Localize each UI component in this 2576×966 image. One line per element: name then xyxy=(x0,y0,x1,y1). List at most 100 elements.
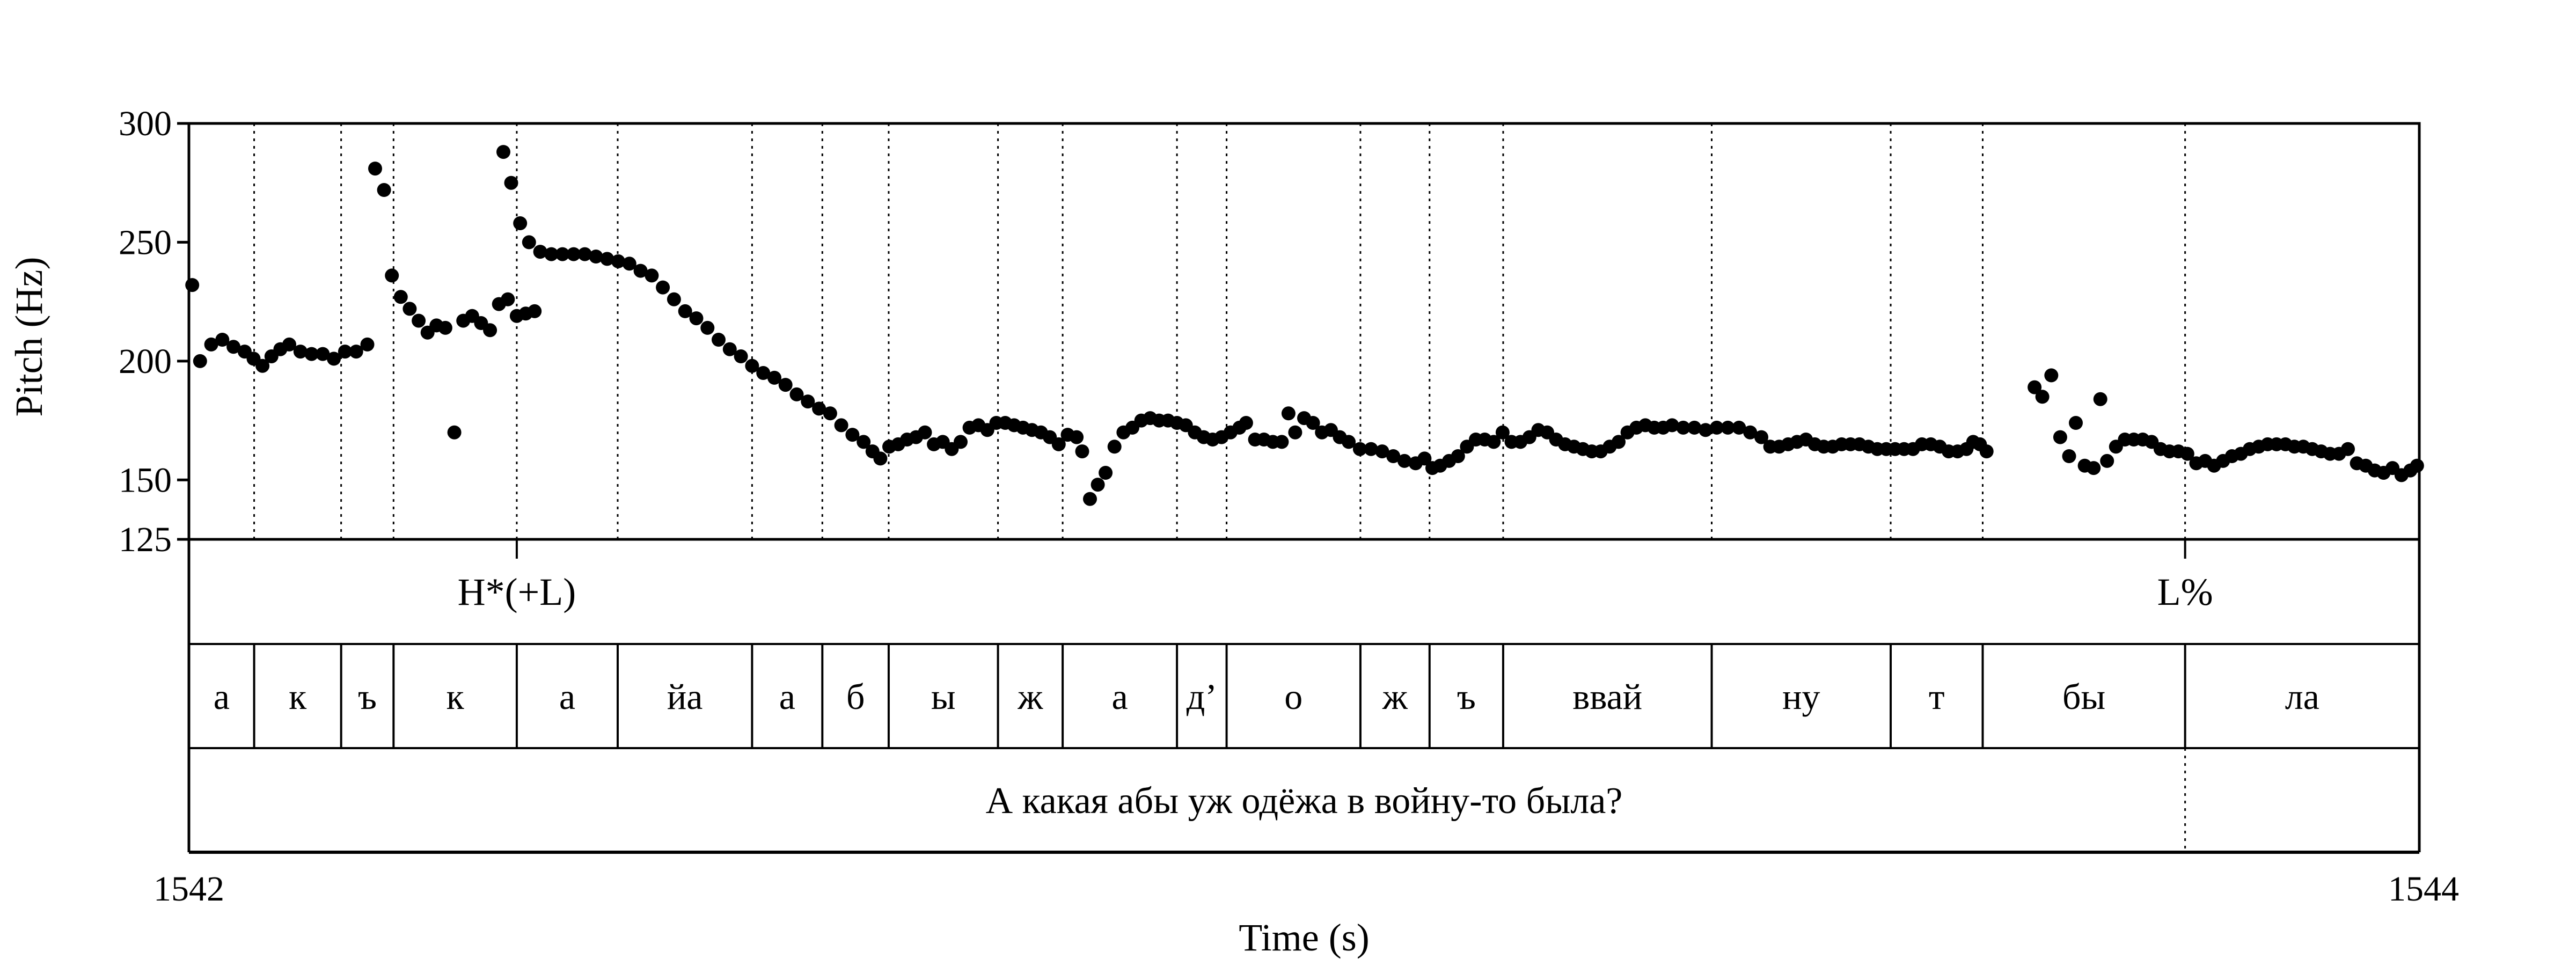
pitch-point xyxy=(522,235,536,250)
y-tick-label: 300 xyxy=(119,104,172,143)
pitch-point xyxy=(377,183,391,197)
segment-label: а xyxy=(1112,676,1128,717)
pitch-point xyxy=(501,292,515,306)
sentence-label: А какая абы уж одёжа в войну-то была? xyxy=(986,780,1623,822)
pitch-point xyxy=(255,358,270,373)
pitch-point xyxy=(2062,449,2076,463)
annotation-tiers: H*(+L) L%а к ъ к а йа а б ы ж а д’ о ж ъ ввай ну т бы лаА ка… xyxy=(187,538,2421,854)
pitch-point xyxy=(812,401,826,416)
pitch-point xyxy=(368,162,382,176)
segment-label: ы xyxy=(931,676,956,717)
pitch-point xyxy=(834,418,848,433)
pitch-point xyxy=(483,323,497,338)
segment-label: к xyxy=(447,676,465,717)
y-axis-title: Pitch (Hz) xyxy=(8,257,50,417)
segment-label: д’ xyxy=(1187,676,1217,717)
pitch-point xyxy=(1386,449,1401,463)
pitch-point xyxy=(2410,458,2424,473)
pitch-point xyxy=(193,354,207,368)
pitch-point xyxy=(1487,435,1501,449)
pitch-point xyxy=(226,340,241,354)
pitch-point xyxy=(393,290,408,304)
y-tick-label: 150 xyxy=(119,460,172,500)
pitch-point xyxy=(2069,416,2083,430)
pitch-point xyxy=(589,250,603,264)
pitch-point xyxy=(1091,478,1105,492)
pitch-point xyxy=(1352,442,1367,456)
segment-label: ла xyxy=(2285,676,2319,717)
pitch-point xyxy=(1288,425,1302,440)
pitch-point xyxy=(438,320,452,335)
pitch-point xyxy=(1375,444,1389,459)
pitch-point xyxy=(918,425,932,440)
pitch-point xyxy=(496,145,510,159)
pitch-point xyxy=(1732,420,1746,435)
pitch-point xyxy=(528,304,542,318)
pitch-point xyxy=(1107,440,1122,454)
pitch-point xyxy=(402,302,417,316)
pitch-point xyxy=(689,311,704,326)
pitch-point xyxy=(734,349,748,363)
pitch-plot-frame xyxy=(187,122,2421,541)
pitch-point xyxy=(1239,416,1253,430)
pitch-point xyxy=(767,370,781,385)
pitch-point xyxy=(566,247,581,261)
pitch-point xyxy=(1083,492,1097,506)
pitch-point xyxy=(2053,430,2067,444)
pitch-point xyxy=(1070,430,1084,444)
segment-label: к xyxy=(289,676,307,717)
pitch-point xyxy=(845,428,860,442)
pitch-point xyxy=(611,254,625,268)
pitch-point xyxy=(1342,435,1356,449)
pitch-point xyxy=(678,304,692,318)
pitch-point xyxy=(1754,430,1768,444)
pitch-point xyxy=(447,425,462,440)
tone-label: L% xyxy=(2157,570,2213,613)
pitch-point xyxy=(1665,418,1679,433)
pitch-point xyxy=(667,292,681,306)
pitch-point xyxy=(533,245,547,259)
pitch-point xyxy=(873,451,888,466)
pitch-point xyxy=(513,216,528,230)
pitch-point xyxy=(600,252,614,266)
segment-label: ж xyxy=(1017,676,1043,717)
segment-label: ввай xyxy=(1572,676,1642,717)
pitch-point xyxy=(316,347,330,361)
pitch-point xyxy=(745,358,759,373)
pitch-point xyxy=(722,342,737,356)
pitch-point xyxy=(2100,453,2114,468)
pitch-point xyxy=(1099,466,1113,480)
pitch-point xyxy=(2341,442,2355,456)
pitch-point xyxy=(1364,442,1378,456)
pitch-point xyxy=(1495,425,1510,440)
pitch-point xyxy=(185,278,200,292)
pitch-point xyxy=(1676,420,1690,435)
y-tick-label: 125 xyxy=(119,520,172,559)
pitch-point xyxy=(215,333,230,347)
pitch-point xyxy=(544,247,559,261)
pitch-point xyxy=(1699,423,1713,437)
pitch-point xyxy=(1281,406,1296,421)
pitch-point xyxy=(204,337,218,352)
segment-label: а xyxy=(779,676,795,717)
pitch-point xyxy=(756,366,771,380)
pitch-point xyxy=(577,247,592,261)
segment-label: йа xyxy=(667,676,703,717)
segment-label: а xyxy=(559,676,575,717)
pitch-point xyxy=(857,435,871,449)
pitch-point xyxy=(622,257,636,271)
pitch-point xyxy=(504,175,518,190)
pitch-point xyxy=(1979,444,1994,459)
pitch-point xyxy=(700,320,715,335)
pitch-point xyxy=(1417,451,1432,466)
x-tick-label-end: 1544 xyxy=(2388,869,2459,909)
segment-label: бы xyxy=(2062,676,2105,717)
segment-label: а xyxy=(214,676,230,717)
pitch-point xyxy=(1451,449,1465,463)
segment-label: ж xyxy=(1382,676,1408,717)
pitch-point xyxy=(282,337,296,352)
pitch-point xyxy=(327,352,341,366)
pitch-point xyxy=(789,387,804,401)
pitch-point xyxy=(385,268,399,283)
